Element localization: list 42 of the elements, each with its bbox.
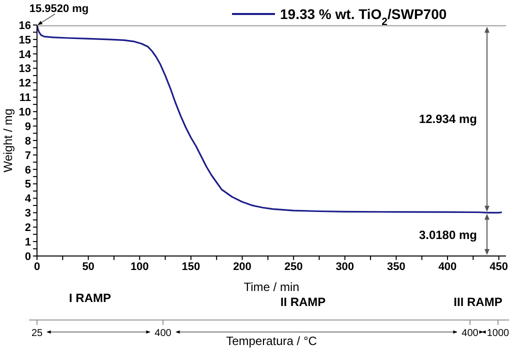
y-tick-label: 10 xyxy=(18,106,31,119)
x2-axis-title: Temperatura / °C xyxy=(226,334,318,348)
annotation: 3.0180 mg xyxy=(418,228,477,242)
text: 15.9520 mg xyxy=(29,3,89,15)
text: III RAMP xyxy=(454,295,502,309)
y-tick-label: 12 xyxy=(18,78,31,90)
x-tick-label: 200 xyxy=(233,260,252,273)
x-axis-title: Time / min xyxy=(244,280,300,294)
y-tick-label: 8 xyxy=(24,135,31,148)
y-tick-label: 0 xyxy=(24,250,31,263)
x-tick-label: 400 xyxy=(438,260,457,273)
x-tick-label: 100 xyxy=(130,260,149,273)
x-tick-label: 450 xyxy=(490,260,508,273)
line-series xyxy=(37,25,503,214)
x-tick-label: 0 xyxy=(34,260,40,273)
text: 400 xyxy=(462,328,479,339)
y-tick-label: 11 xyxy=(19,92,31,104)
y-tick-label: 13 xyxy=(18,63,31,76)
y-tick-label: 4 xyxy=(24,193,32,206)
y-tick-label: 7 xyxy=(24,150,31,162)
y-tick-label: 14 xyxy=(18,48,32,61)
x-tick-label: 300 xyxy=(336,260,354,273)
x-tick-label: 50 xyxy=(82,260,94,273)
annotation: 12.934 mg xyxy=(418,112,477,126)
y-tick-label: 9 xyxy=(24,120,31,133)
text: II RAMP xyxy=(280,295,326,309)
text: 400 xyxy=(154,328,172,339)
y-tick-label: 15 xyxy=(18,34,31,46)
text: I RAMP xyxy=(69,291,111,305)
x-tick-label: 150 xyxy=(182,260,200,273)
y-axis-title: Weight / mg xyxy=(1,108,15,172)
y-tick-label: 16 xyxy=(18,20,31,32)
x-tick-label: 250 xyxy=(284,260,303,273)
y-tick-label: 5 xyxy=(24,178,31,191)
text: 1000 xyxy=(486,328,510,339)
y-tick-label: 3 xyxy=(24,208,31,220)
y-tick-label: 2 xyxy=(24,222,31,234)
y-tick-label: 1 xyxy=(24,236,31,248)
legend-label: 19.33 % wt. TiO$_{2}$/SWP700 xyxy=(280,6,447,28)
y-tick-label: 6 xyxy=(24,164,31,176)
x-tick-label: 350 xyxy=(387,260,406,273)
text: 25 xyxy=(31,328,43,339)
